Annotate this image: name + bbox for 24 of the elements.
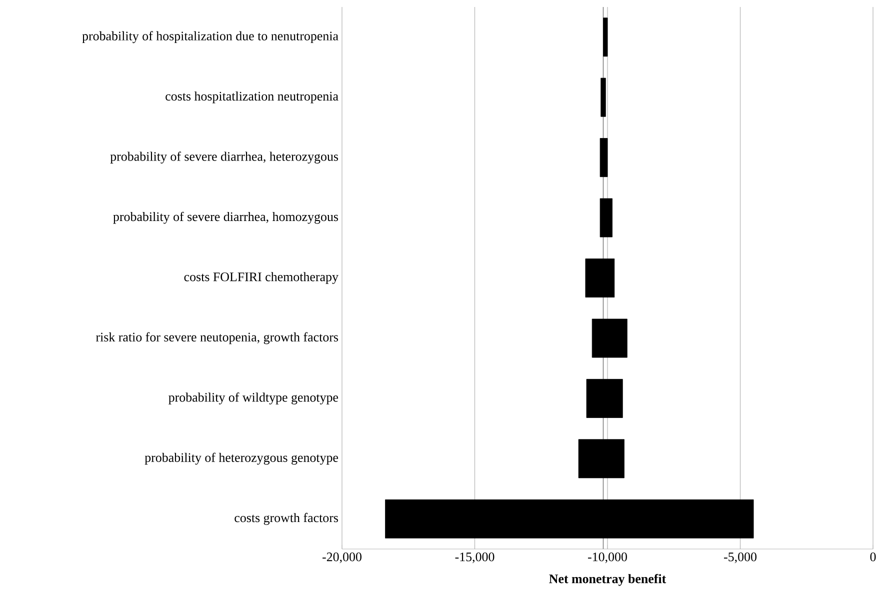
bar (585, 258, 615, 298)
bar (586, 378, 623, 418)
bar (600, 198, 612, 238)
y-tick-label: probability of wildtype genotype (168, 392, 338, 404)
x-tick-label: 0 (870, 552, 876, 562)
y-tick-label: costs hospitatlization neutropenia (166, 91, 338, 104)
x-tick-label: -15,000 (455, 552, 494, 564)
bar (603, 18, 608, 57)
x-tick-label: -5,000 (724, 552, 756, 564)
y-tick-label: risk ratio for severe neutopenia, growth factors (96, 332, 338, 344)
x-tick-label: -10,000 (588, 552, 627, 564)
y-tick-label: probability of severe diarrhea, heterozygous (110, 152, 338, 164)
bar (592, 318, 628, 358)
bar (600, 138, 608, 178)
x-axis-title: Net monetray benefit (549, 574, 666, 586)
y-tick-label: probability of hospitalization due to nenutropenia (82, 31, 338, 44)
y-tick-label: probability of severe diarrhea, homozygous (113, 212, 338, 224)
bar (385, 499, 754, 538)
y-tick-label: costs FOLFIRI chemotherapy (184, 272, 338, 284)
bar (578, 439, 624, 478)
y-tick-label: costs growth factors (234, 512, 338, 525)
x-tick-label: -20,000 (322, 552, 362, 564)
bar (600, 78, 606, 117)
y-tick-label: probability of heterozygous genotype (144, 452, 338, 465)
